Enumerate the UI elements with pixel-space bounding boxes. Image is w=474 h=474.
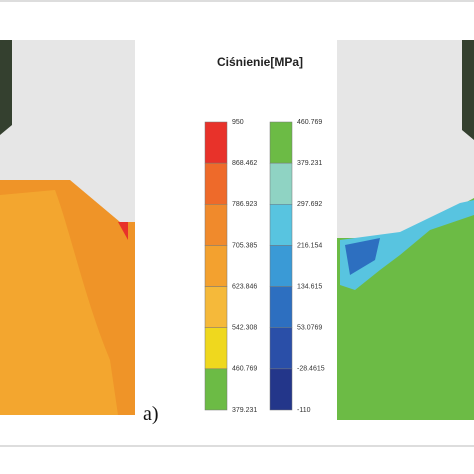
colorbar-label: 53.0769 [297,325,322,332]
colorbar-label: 542.308 [232,325,257,332]
colorbar-segment [269,162,293,205]
colorbar-label: -110 [297,407,311,414]
pressure-low [340,200,474,290]
colorbars: 950 868.462 786.923 705.385 623.846 542.308 46… [204,119,325,414]
colorbar-segment [204,204,228,246]
colorbar-label: 705.385 [232,242,257,249]
title: Ciśnienie[MPa] [217,55,303,69]
colorbar-segment [269,286,293,328]
colorbar-segment [204,286,228,328]
colorbar-label: 297.692 [297,201,322,208]
colorbar-segment [269,204,293,246]
panel-label: a) [143,403,159,425]
colorbar-label: 216.154 [297,242,322,249]
colorbar-label: 460.769 [232,366,257,373]
colorbar-segment [204,162,228,205]
colorbar-label: 134.615 [297,283,322,290]
pressure-lowest [345,238,380,275]
right-simulation [337,40,474,420]
punch [0,40,12,135]
colorbar-segment [269,121,293,164]
punch [462,40,474,140]
pressure-peak [118,222,128,240]
colorbar-label: 379.231 [297,160,322,167]
colorbar-segment [269,368,293,411]
colorbar-label: 379.231 [232,407,257,414]
colorbar-label: 623.846 [232,283,257,290]
colorbar-segment [204,121,228,164]
colorbar-label: 460.769 [297,119,322,126]
left-simulation [0,40,135,415]
colorbar-label: 786.923 [232,201,257,208]
colorbar-label: 950 [232,119,244,126]
colorbar-label: 868.462 [232,160,257,167]
colorbar-segment [204,245,228,287]
pressure-field-inner [0,190,118,415]
colorbar-segment [269,327,293,370]
colorbar-segment [204,368,228,411]
colorbar-segment [269,245,293,287]
colorbar-label: -28.4615 [297,366,325,373]
colorbar-segment [204,327,228,370]
